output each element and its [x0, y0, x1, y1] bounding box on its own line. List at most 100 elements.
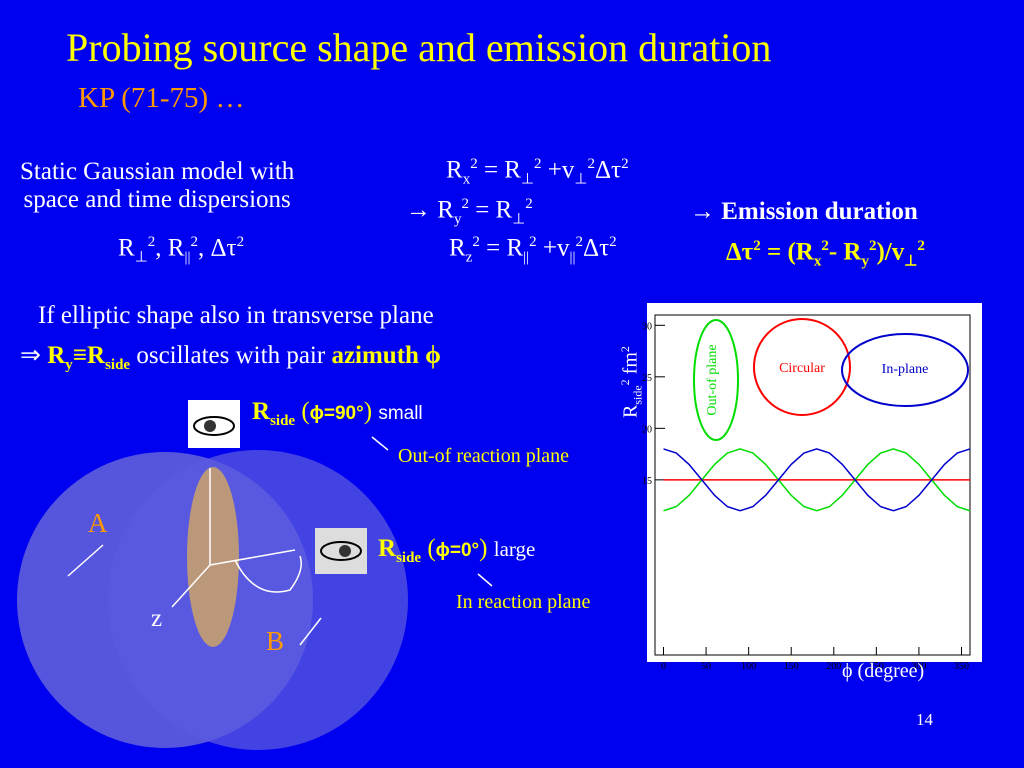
- text-run: side: [396, 550, 422, 566]
- emission: → Emission duration: [690, 198, 918, 225]
- text-run: x: [813, 253, 822, 270]
- text-run: 2: [525, 196, 533, 212]
- text-run: y: [861, 253, 869, 270]
- diagram: [17, 400, 493, 750]
- axes: [67, 436, 493, 646]
- text-run: 2: [621, 156, 629, 172]
- eq3: Rz2 = R||2 +v||2Δτ2: [449, 234, 617, 266]
- series-line: [663, 448, 971, 512]
- text-run: ≡R: [72, 342, 106, 369]
- text-run: oscillates with pair: [130, 342, 332, 369]
- x-tick-label: 300: [911, 661, 926, 672]
- label1: Rside (ϕ=90°) small: [252, 398, 423, 430]
- label2: Rside (ϕ=0°) large: [378, 535, 535, 567]
- x-tick-label: 350: [954, 661, 969, 672]
- shape: [339, 545, 351, 557]
- text-run: y: [453, 211, 462, 228]
- text-run: R: [252, 398, 271, 425]
- text-run: ): [479, 535, 494, 562]
- text-run: fm: [619, 352, 642, 380]
- text-run: 2: [534, 156, 542, 172]
- label-z: z: [151, 605, 163, 632]
- shape: [299, 617, 322, 646]
- legend-shape: [693, 319, 739, 441]
- series-line: [663, 448, 971, 512]
- x-axis-label: ϕ (degree): [842, 660, 925, 682]
- text-run: Δτ: [726, 238, 754, 266]
- y-tick-label: 30: [642, 321, 652, 332]
- label2-note: In reaction plane: [456, 591, 591, 613]
- x-tick-label: 0: [661, 661, 666, 672]
- y-axis-label: Rside2 fm2: [618, 346, 646, 418]
- legend-label: Out-of plane: [705, 344, 720, 415]
- text-run: ⊥: [134, 249, 148, 266]
- label1-note: Out-of reaction plane: [398, 445, 570, 467]
- x-tick-label: 200: [826, 661, 841, 672]
- x-tick-label: 50: [701, 661, 711, 672]
- shape: [209, 549, 296, 566]
- text-run: 2: [917, 238, 925, 254]
- elliptic: If elliptic shape also in transverse pla…: [38, 302, 434, 329]
- text-run: ⊥: [512, 211, 526, 228]
- text-run: 2: [821, 238, 829, 254]
- shape: [193, 416, 235, 436]
- label-a: A: [88, 508, 108, 538]
- text-run: )/v: [876, 238, 905, 266]
- text-run: R: [449, 234, 466, 262]
- text-run: 2: [618, 346, 632, 353]
- text-run: +v: [536, 234, 570, 262]
- text-run: 2: [753, 238, 761, 254]
- plot-frame: [654, 314, 971, 656]
- text-run: ||: [569, 249, 576, 266]
- x-tick-label: 100: [741, 661, 756, 672]
- model: Static Gaussian model with space and time…: [20, 158, 294, 214]
- text-run: azimuth ϕ: [331, 342, 441, 369]
- legend-shape: [841, 333, 969, 407]
- text-run: ⊥: [520, 171, 535, 188]
- shape: [67, 544, 104, 577]
- text-run: , R: [155, 234, 185, 262]
- text-run: x: [462, 171, 471, 188]
- text-run: Δτ: [594, 156, 622, 184]
- text-run: R: [118, 234, 135, 262]
- text-run: +v: [541, 156, 575, 184]
- shape: [371, 436, 389, 451]
- shape: [234, 555, 302, 593]
- text-run: 2: [868, 238, 877, 254]
- y-tick-label: 20: [642, 424, 652, 435]
- title: Probing source shape and emission durati…: [66, 25, 772, 70]
- text-run: ||: [523, 249, 530, 266]
- eq1: Rx2 = R⊥2 +v⊥2Δτ2: [446, 156, 629, 188]
- text-run: ⊥: [904, 253, 918, 270]
- shape: [477, 573, 493, 587]
- text-run: → R: [406, 196, 454, 224]
- text-run: space and time dispersions: [23, 186, 291, 213]
- legend-label: In-plane: [882, 362, 929, 377]
- text-run: R: [446, 156, 463, 184]
- text-run: side: [105, 357, 131, 373]
- text-run: small: [378, 403, 423, 424]
- text-run: (: [295, 398, 310, 425]
- text-run: 2: [618, 379, 632, 386]
- text-run: ): [363, 398, 379, 425]
- shape: [204, 420, 216, 432]
- text-run: y: [65, 357, 73, 373]
- text-run: 2: [609, 234, 617, 250]
- text-run: (: [421, 535, 436, 562]
- eq2: → Ry2 = R⊥2: [406, 196, 533, 228]
- text-run: large: [493, 537, 536, 561]
- subtitle: KP (71-75) …: [78, 82, 245, 114]
- y-tick-label: 15: [642, 476, 652, 487]
- text-run: 2: [190, 234, 198, 250]
- text-run: ϕ=90°: [309, 403, 364, 424]
- text-run: , Δτ: [197, 234, 237, 262]
- text-run: R: [378, 535, 397, 562]
- legend-label: Circular: [779, 361, 825, 376]
- x-tick-label: 150: [784, 661, 799, 672]
- text-run: ⊥: [574, 171, 588, 188]
- legend-shape: [753, 318, 851, 416]
- x-tick-label: 250: [869, 661, 884, 672]
- text-run: Δτ: [583, 234, 610, 262]
